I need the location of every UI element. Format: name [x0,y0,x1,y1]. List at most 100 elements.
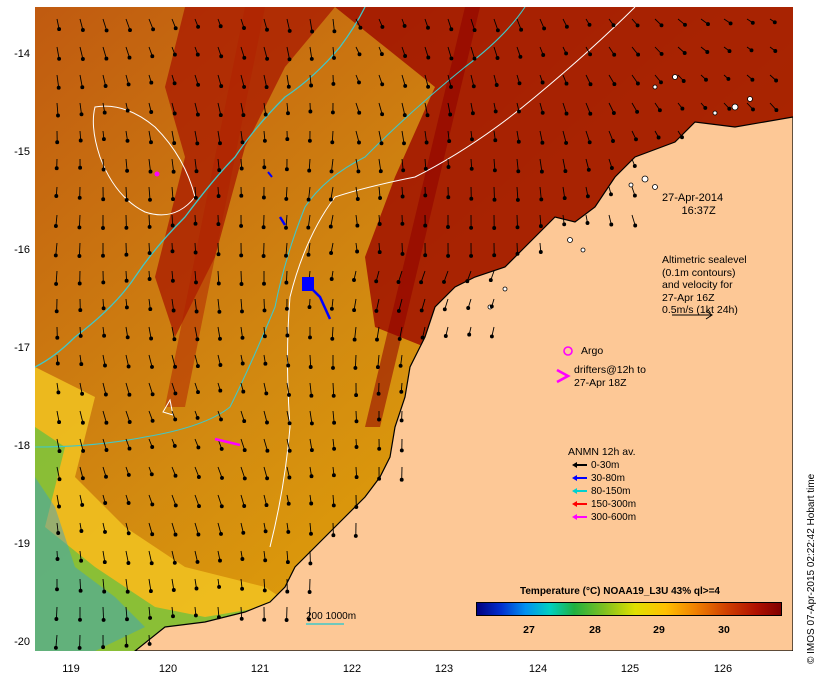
velocity-arrow-head [79,362,84,367]
velocity-arrow-head [242,55,247,60]
lon-tick: 119 [62,663,80,675]
velocity-arrow-head [309,393,314,398]
velocity-arrow-head [150,54,155,59]
drifter-marker-icon [556,368,571,384]
velocity-arrow-head [332,55,336,60]
velocity-arrow-head [57,504,61,509]
velocity-arrow-head [78,138,83,143]
velocity-arrow-head [104,448,109,452]
isobath-scale-line [306,623,344,625]
velocity-arrow-head [149,110,154,114]
argo-marker-icon [563,346,573,356]
velocity-arrow [56,102,59,116]
altimetry-line: and velocity for [662,279,733,291]
velocity-arrow-head [397,336,402,341]
velocity-arrow [78,242,81,257]
velocity-arrow-head [442,307,447,312]
velocity-arrow [309,18,313,32]
velocity-arrow-head [196,445,201,450]
velocity-arrow [171,522,176,535]
velocity-arrow-head [493,138,498,143]
drifter-tracks [154,171,332,447]
velocity-arrow-head [217,168,222,173]
velocity-arrow [125,18,131,31]
colorbar-tick: 29 [653,624,665,636]
altimetry-line: Altimetric sealevel [662,254,747,266]
velocity-arrow-head [104,56,109,61]
velocity-arrow-head [80,420,85,425]
velocity-arrow-head [446,195,451,200]
velocity-arrow-head [263,529,268,534]
velocity-arrow [55,634,58,648]
velocity-arrow-head [149,561,154,566]
velocity-arrow [148,550,153,564]
lat-tick: -17 [14,342,30,354]
velocity-arrow-head [79,112,84,117]
velocity-arrow-head [173,26,178,31]
velocity-arrow-head [357,52,362,57]
lat-tick: -14 [14,48,30,60]
velocity-arrow [125,578,129,592]
velocity-arrow-head [54,166,59,171]
velocity-arrow-head [563,169,568,174]
velocity-arrow-head [446,165,451,169]
velocity-arrow-head [354,505,359,509]
velocity-arrow [240,102,244,116]
velocity-arrow-head [263,558,268,563]
velocity-arrow [125,550,129,564]
velocity-arrow-head [240,140,245,145]
velocity-arrow-head [489,334,494,339]
velocity-arrow [286,18,291,31]
velocity-arrow-head [103,84,108,88]
velocity-arrow-head [124,197,129,202]
velocity-arrow-head [538,224,543,229]
velocity-arrow-head [539,197,544,202]
velocity-arrow-head [218,141,222,146]
velocity-arrow-head [306,225,311,230]
velocity-arrow-head [216,615,221,620]
velocity-arrow-head [727,106,732,111]
velocity-arrow [424,74,429,87]
velocity-arrow-head [635,109,640,114]
velocity-arrow-head [148,615,153,620]
velocity-arrow-head [683,22,687,27]
velocity-arrow-head [127,446,132,451]
velocity-arrow-head [218,388,223,393]
anmn-legend-title: ANMN 12h av. [568,446,636,458]
velocity-arrow-head [54,617,59,621]
velocity-arrow-head [330,110,335,115]
velocity-arrow-head [125,589,130,594]
velocity-arrow-head [516,139,521,144]
velocity-arrow-head [239,193,244,198]
velocity-arrow [332,18,335,32]
velocity-arrow-head [517,109,521,114]
velocity-arrow-head [515,251,520,256]
velocity-arrow-head [284,253,288,258]
velocity-arrow-head [77,254,82,258]
velocity-arrow [125,382,130,395]
velocity-arrow-head [399,389,404,394]
velocity-arrow-head [354,393,359,398]
velocity-arrow-head [357,80,361,85]
velocity-arrow-head [79,558,84,563]
velocity-arrow-head [150,445,155,449]
velocity-arrow [562,158,566,172]
anmn-arrow-icon [572,514,587,521]
velocity-arrow-head [150,532,155,537]
swath-band [365,7,480,427]
lon-tick: 123 [434,663,454,675]
velocity-arrow-head [377,250,382,255]
velocity-arrow-head [493,109,498,114]
velocity-arrow-head [400,194,405,199]
velocity-arrow-head [309,56,314,61]
velocity-arrow [263,74,268,88]
velocity-arrow-head [196,82,201,87]
velocity-arrow-head [726,76,731,81]
velocity-arrow-head [240,586,245,591]
velocity-arrow [286,410,291,424]
velocity-arrow-head [264,391,269,396]
velocity-arrow-head [540,110,545,115]
velocity-arrow-head [125,108,130,113]
velocity-arrow [240,438,246,451]
velocity-arrow-head [307,617,311,622]
